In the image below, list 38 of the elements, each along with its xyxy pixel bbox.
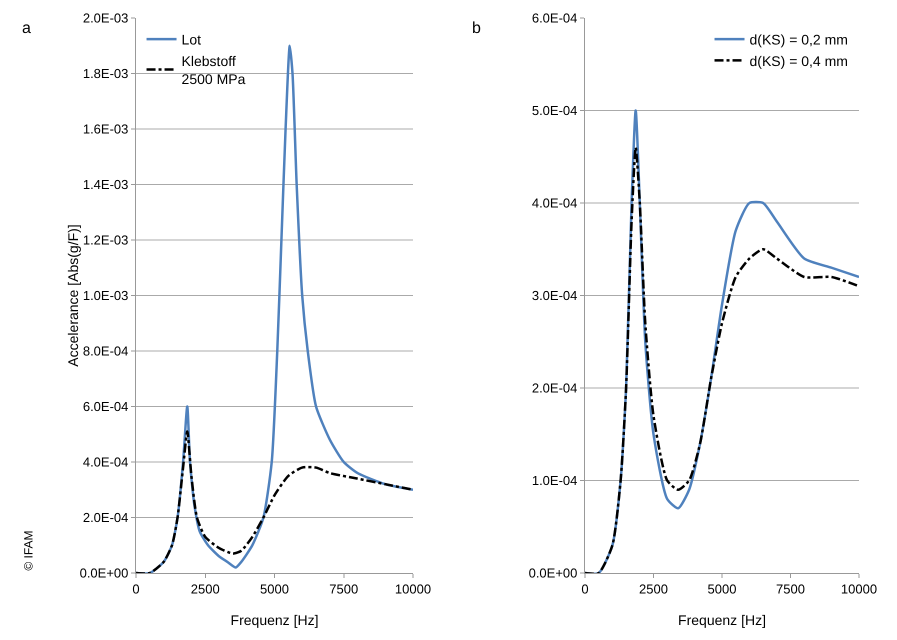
legend-label: d(KS) = 0,4 mm bbox=[750, 52, 848, 69]
y-tick-label: 0.0E+00 bbox=[528, 566, 578, 581]
y-tick-label: 3.0E-04 bbox=[532, 288, 578, 304]
y-axis-title: Accelerance [Abs(g/F)] bbox=[64, 224, 81, 367]
x-tick-label: 7500 bbox=[329, 582, 358, 597]
legend-label: Lot bbox=[182, 32, 202, 48]
y-tick-label: 4.0E-04 bbox=[82, 454, 128, 470]
x-axis-title: Frequenz [Hz] bbox=[678, 612, 766, 628]
x-tick-label: 2500 bbox=[190, 582, 220, 597]
y-tick-label: 1.8E-03 bbox=[82, 66, 128, 82]
x-tick-label: 0 bbox=[132, 582, 140, 597]
y-tick-label: 6.0E-04 bbox=[532, 10, 578, 26]
x-tick-label: 10000 bbox=[394, 582, 432, 597]
y-tick-label: 2.0E-03 bbox=[82, 10, 128, 26]
x-tick-label: 2500 bbox=[639, 582, 668, 597]
legend-label: d(KS) = 0,2 mm bbox=[750, 32, 848, 48]
y-tick-label: 0.0E+00 bbox=[80, 566, 128, 581]
y-tick-label: 4.0E-04 bbox=[532, 196, 578, 211]
y-tick-label: 2.0E-04 bbox=[532, 380, 578, 396]
x-tick-label: 7500 bbox=[776, 582, 805, 597]
x-tick-label: 5000 bbox=[708, 582, 736, 597]
y-tick-label: 2.0E-04 bbox=[82, 510, 128, 526]
text: b bbox=[472, 20, 481, 37]
y-tick-label: 6.0E-04 bbox=[82, 399, 128, 414]
y-tick-label: 1.2E-03 bbox=[82, 232, 128, 248]
x-axis-title: Frequenz [Hz] bbox=[230, 612, 318, 628]
y-tick-label: 1.0E-03 bbox=[82, 288, 128, 304]
text: © IFAM bbox=[22, 530, 36, 571]
y-tick-label: 1.6E-03 bbox=[82, 122, 128, 137]
y-tick-label: 1.0E-04 bbox=[532, 473, 578, 488]
y-tick-label: 1.4E-03 bbox=[82, 177, 128, 192]
x-tick-label: 5000 bbox=[260, 582, 289, 597]
y-tick-label: 5.0E-04 bbox=[532, 103, 578, 118]
legend-label: Klebstoff 2500 MPa bbox=[182, 52, 246, 88]
text: a bbox=[22, 20, 31, 37]
x-tick-label: 0 bbox=[581, 582, 589, 597]
x-tick-label: 10000 bbox=[840, 582, 878, 597]
y-tick-label: 8.0E-04 bbox=[82, 344, 128, 359]
